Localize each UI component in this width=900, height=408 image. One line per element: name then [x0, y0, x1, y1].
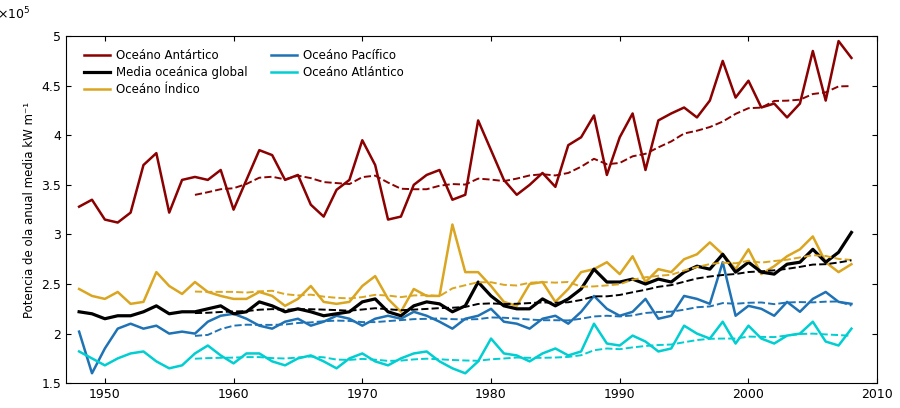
Media oceánica global — [499, 304, 509, 308]
Oceáno Índico — [769, 264, 779, 268]
Media oceánica global — [99, 316, 110, 321]
Oceáno Atlántico — [846, 326, 857, 331]
Oceáno Pacífico — [357, 323, 368, 328]
Oceáno Pacífico — [717, 260, 728, 265]
Oceáno Pacífico — [266, 326, 277, 331]
Oceáno Antártico — [833, 39, 844, 44]
Oceáno Atlántico — [74, 349, 85, 354]
Oceáno Pacífico — [846, 302, 857, 306]
Line: Oceáno Atlántico: Oceáno Atlántico — [79, 322, 851, 373]
Text: $\times10^5$: $\times10^5$ — [0, 6, 31, 22]
Oceáno Atlántico — [499, 351, 509, 356]
Oceáno Índico — [344, 299, 355, 304]
Oceáno Índico — [74, 286, 85, 291]
Oceáno Antártico — [266, 153, 277, 157]
Oceáno Antártico — [74, 204, 85, 209]
Y-axis label: Potencia de ola anual media kW m⁻¹: Potencia de ola anual media kW m⁻¹ — [22, 102, 36, 318]
Oceáno Antártico — [756, 105, 767, 110]
Line: Oceáno Pacífico: Oceáno Pacífico — [79, 262, 851, 373]
Oceáno Atlántico — [717, 319, 728, 324]
Media oceánica global — [357, 299, 368, 304]
Media oceánica global — [74, 309, 85, 314]
Oceáno Índico — [562, 286, 573, 291]
Legend: Oceáno Antártico, Media oceánica global, Oceáno Índico, Oceáno Pacífico, Oceáno : Oceáno Antártico, Media oceánica global,… — [80, 45, 407, 100]
Oceáno Atlántico — [229, 361, 239, 366]
Oceáno Índico — [254, 290, 265, 295]
Line: Media oceánica global: Media oceánica global — [79, 233, 851, 319]
Oceáno Atlántico — [344, 356, 355, 361]
Oceáno Atlántico — [254, 351, 265, 356]
Oceáno Antártico — [241, 177, 252, 182]
Oceáno Índico — [846, 262, 857, 267]
Oceáno Pacífico — [769, 313, 779, 318]
Oceáno Atlántico — [550, 346, 561, 351]
Oceáno Antártico — [357, 138, 368, 143]
Oceáno Índico — [511, 304, 522, 308]
Oceáno Pacífico — [499, 319, 509, 324]
Oceáno Pacífico — [86, 371, 97, 376]
Line: Oceáno Antártico: Oceáno Antártico — [79, 41, 851, 222]
Media oceánica global — [241, 309, 252, 314]
Oceáno Pacífico — [74, 329, 85, 334]
Media oceánica global — [756, 270, 767, 275]
Oceáno Índico — [447, 222, 458, 227]
Oceáno Antártico — [112, 220, 123, 225]
Oceáno Antártico — [846, 55, 857, 60]
Oceáno Atlántico — [460, 371, 471, 376]
Media oceánica global — [846, 230, 857, 235]
Oceáno Antártico — [550, 184, 561, 189]
Oceáno Pacífico — [550, 313, 561, 318]
Oceáno Índico — [395, 309, 406, 314]
Media oceánica global — [266, 304, 277, 308]
Oceáno Índico — [229, 297, 239, 302]
Oceáno Antártico — [499, 177, 509, 182]
Oceáno Pacífico — [241, 316, 252, 321]
Oceáno Atlántico — [769, 341, 779, 346]
Line: Oceáno Índico: Oceáno Índico — [79, 224, 851, 312]
Media oceánica global — [550, 304, 561, 308]
